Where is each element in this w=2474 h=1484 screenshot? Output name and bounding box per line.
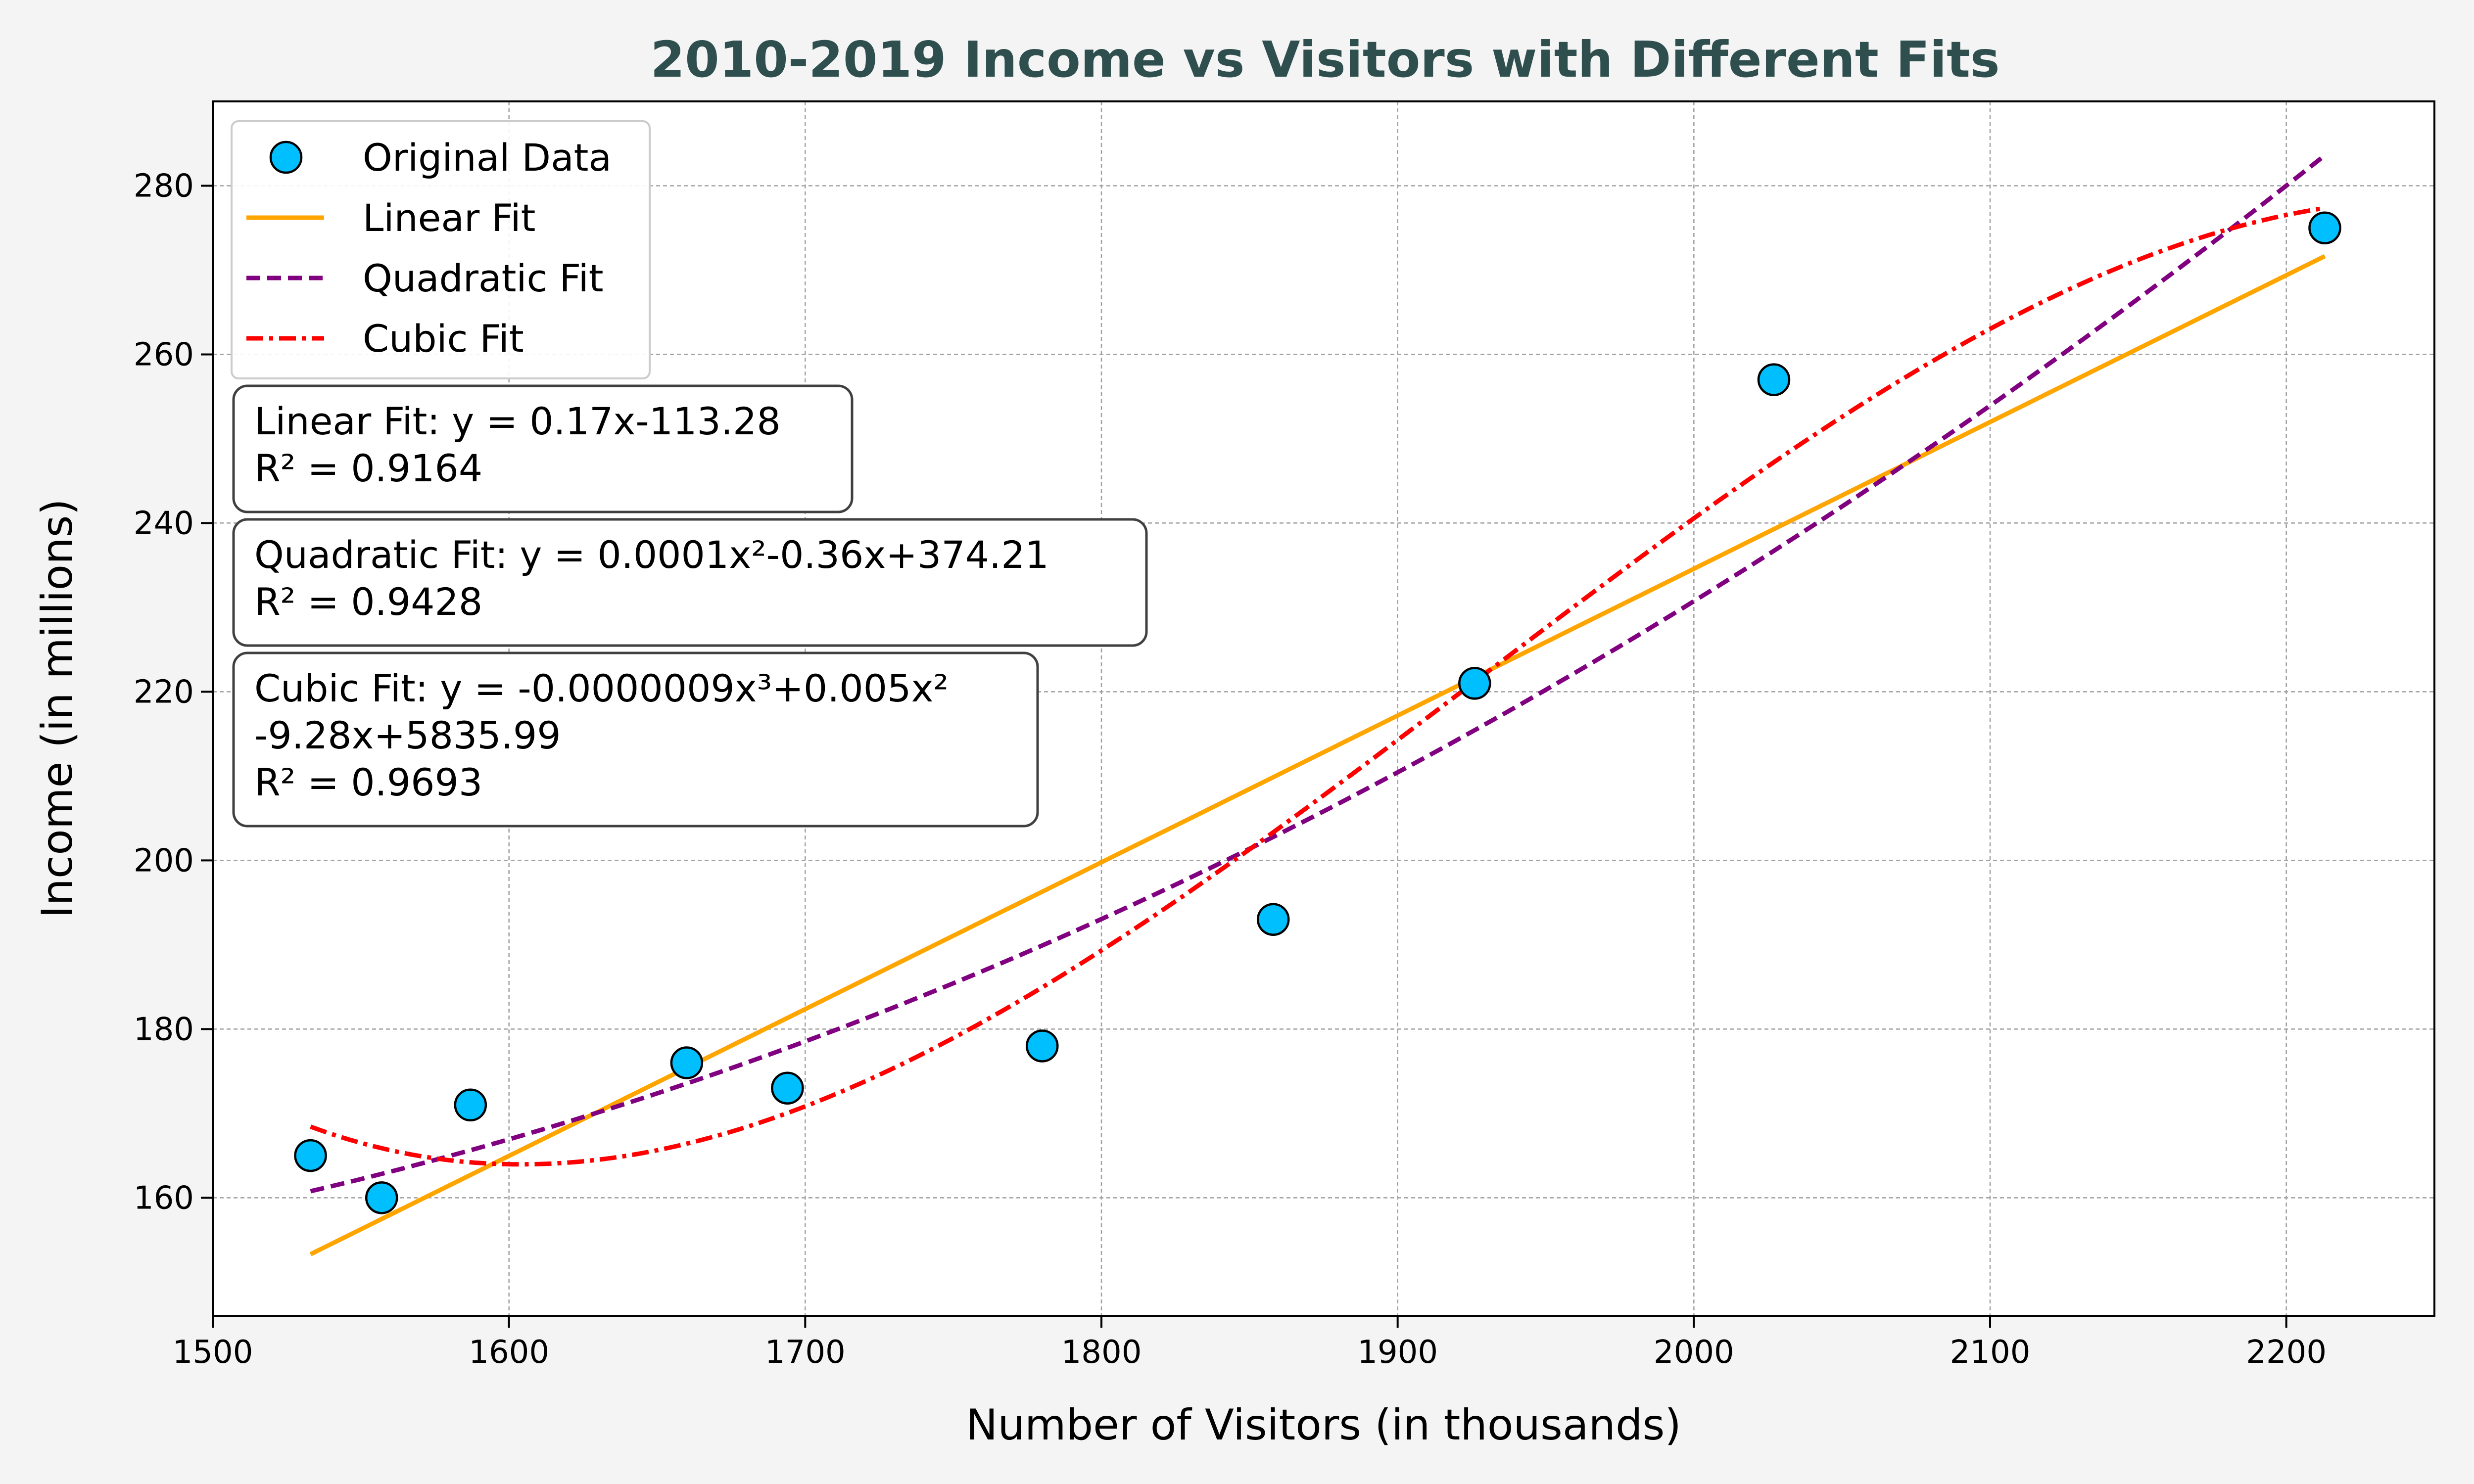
annotation-frame: [232, 518, 1148, 647]
y-tick-label: 160: [134, 1180, 194, 1216]
annotation-line: R² = 0.9164: [254, 446, 482, 490]
cubic-fit-line: [310, 206, 2326, 1167]
data-point: [1256, 903, 1290, 936]
data-point: [670, 1046, 704, 1079]
fit-curves: [309, 153, 2327, 1256]
x-tick-label: 1700: [765, 1334, 846, 1371]
y-tick-label: 220: [134, 674, 194, 710]
annotation-frame: [232, 651, 1039, 828]
annotation-line: -9.28x+5835.99: [254, 713, 561, 757]
x-tick-label: 1600: [469, 1334, 549, 1371]
x-tick-label: 1800: [1061, 1334, 1142, 1371]
chart-title: 2010-2019 Income vs Visitors with Differ…: [650, 31, 1999, 89]
data-point: [1026, 1029, 1059, 1063]
data-point: [365, 1181, 398, 1214]
x-tick-label: 1500: [173, 1334, 253, 1371]
data-point: [294, 1139, 327, 1172]
data-points: [294, 211, 2341, 1214]
y-tick-label: 260: [134, 336, 194, 373]
legend-marker: [269, 140, 303, 174]
annotation-frame: [232, 384, 854, 513]
annotation-line: Linear Fit: y = 0.17x-113.28: [254, 399, 781, 443]
legend-label: Cubic Fit: [363, 317, 524, 361]
legend-label: Quadratic Fit: [363, 256, 604, 300]
legend: Original Data Linear Fit Quadratic Fit Cubi…: [231, 120, 651, 379]
x-tick-label: 2000: [1654, 1334, 1734, 1371]
y-tick-label: 240: [134, 505, 194, 542]
y-tick-label: 200: [134, 842, 194, 879]
annotation-line: R² = 0.9693: [254, 760, 482, 804]
legend-box: [231, 120, 651, 379]
plot-frame: [212, 100, 2435, 1317]
x-axis-label: Number of Visitors (in thousands): [966, 1400, 1681, 1450]
legend-label: Original Data: [363, 136, 612, 180]
linear-fit-line: [309, 254, 2326, 1256]
data-point: [1757, 363, 1791, 396]
annotation-line: Quadratic Fit: y = 0.0001x²-0.36x+374.21: [254, 533, 1049, 577]
x-tick-label: 2100: [1950, 1334, 2031, 1371]
y-tick-label: 180: [134, 1011, 194, 1048]
y-axis-label: Income (in millions): [33, 499, 82, 918]
annotation-line: Cubic Fit: y = -0.0000009x³+0.005x²: [254, 666, 949, 710]
legend-label: Linear Fit: [363, 196, 535, 240]
annotation-line: R² = 0.9428: [254, 580, 482, 624]
x-tick-label: 2200: [2246, 1334, 2327, 1371]
data-point: [1458, 667, 1491, 700]
axis-ticks: 1500 1600 1700 1800 1900 2000 2100 2200 160 180 20…: [134, 168, 2327, 1371]
x-tick-label: 1900: [1357, 1334, 1438, 1371]
annotation-box: Cubic Fit: y = -0.0000009x³+0.005x²-9.28…: [232, 651, 1039, 828]
y-tick-label: 280: [134, 168, 194, 204]
data-point: [2308, 211, 2341, 244]
data-point: [454, 1088, 487, 1122]
data-point: [771, 1071, 804, 1105]
annotation-box: Quadratic Fit: y = 0.0001x²-0.36x+374.21…: [232, 518, 1148, 647]
